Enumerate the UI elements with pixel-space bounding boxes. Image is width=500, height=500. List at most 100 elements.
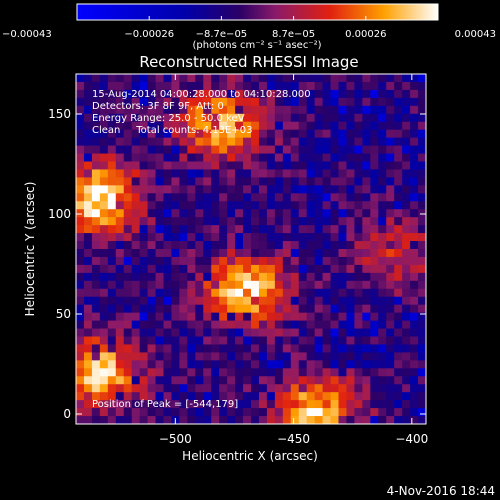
heatmap-cell	[394, 169, 403, 178]
heatmap-cell	[378, 177, 387, 186]
heatmap-cell	[402, 320, 411, 329]
heatmap-cell	[99, 233, 109, 242]
heatmap-cell	[402, 209, 411, 218]
heatmap-cell	[410, 272, 419, 282]
heatmap-cell	[402, 416, 411, 425]
heatmap-cell	[418, 312, 427, 321]
heatmap-cell	[179, 256, 188, 266]
heatmap-cell	[155, 416, 164, 425]
heatmap-cell	[314, 288, 323, 298]
heatmap-cell	[131, 89, 141, 99]
heatmap-cell	[290, 145, 300, 154]
heatmap-cell	[346, 336, 355, 345]
heatmap-cell	[147, 312, 156, 321]
heatmap-cell	[402, 328, 411, 337]
heatmap-cell	[171, 256, 180, 266]
heatmap-cell	[410, 169, 419, 178]
heatmap-cell	[139, 97, 148, 107]
heatmap-cell	[195, 193, 204, 202]
heatmap-cell	[402, 177, 411, 186]
heatmap-cell	[195, 320, 204, 329]
heatmap-cell	[306, 185, 316, 194]
heatmap-cell	[91, 89, 101, 99]
heatmap-cell	[179, 161, 188, 170]
heatmap-cell	[83, 296, 93, 306]
heatmap-cell	[266, 392, 276, 401]
heatmap-cell	[402, 264, 411, 274]
heatmap-cell	[227, 105, 236, 115]
heatmap-cell	[91, 288, 101, 298]
heatmap-cell	[227, 177, 236, 186]
heatmap-cell	[139, 129, 148, 139]
heatmap-cell	[378, 392, 387, 401]
heatmap-cell	[266, 336, 276, 345]
heatmap-cell	[386, 264, 395, 274]
heatmap-cell	[235, 241, 244, 250]
heatmap-cell	[338, 344, 347, 353]
heatmap-cell	[187, 129, 196, 139]
heatmap-cell	[251, 400, 260, 409]
heatmap-cell	[298, 352, 308, 361]
heatmap-cell	[139, 360, 148, 369]
heatmap-cell	[266, 233, 276, 242]
heatmap-cell	[219, 384, 228, 393]
heatmap-cell	[235, 153, 244, 162]
heatmap-cell	[139, 368, 148, 377]
heatmap-cell	[163, 241, 172, 250]
heatmap-cell	[123, 249, 133, 258]
heatmap-cell	[298, 368, 308, 377]
heatmap-cell	[282, 241, 292, 250]
heatmap-cell	[298, 129, 308, 139]
heatmap-cell	[235, 177, 244, 186]
heatmap-cell	[282, 408, 292, 417]
heatmap-cell	[91, 97, 101, 107]
heatmap-cell	[171, 209, 180, 218]
heatmap-cell	[131, 74, 141, 83]
heatmap-cell	[306, 153, 316, 162]
heatmap-cell	[107, 145, 117, 154]
heatmap-cell	[354, 97, 363, 107]
heatmap-cell	[171, 177, 180, 186]
heatmap-cell	[418, 400, 427, 409]
heatmap-cell	[243, 336, 252, 345]
heatmap-cell	[83, 161, 93, 170]
heatmap-cell	[370, 376, 379, 385]
heatmap-cell	[258, 304, 268, 314]
heatmap-cell	[163, 201, 172, 210]
heatmap-cell	[203, 145, 212, 154]
heatmap-cell	[282, 312, 292, 321]
heatmap-cell	[163, 352, 172, 361]
heatmap-cell	[187, 225, 196, 234]
heatmap-cell	[179, 217, 188, 226]
heatmap-cell	[91, 312, 101, 321]
heatmap-cell	[115, 304, 125, 314]
heatmap-cell	[314, 264, 323, 274]
heatmap-cell	[123, 384, 133, 393]
heatmap-cell	[306, 161, 316, 170]
heatmap-cell	[346, 193, 355, 202]
heatmap-cell	[402, 145, 411, 154]
heatmap-cell	[155, 280, 164, 290]
heatmap-cell	[171, 169, 180, 178]
heatmap-cell	[179, 304, 188, 314]
heatmap-cell	[99, 296, 109, 306]
heatmap-cell	[306, 264, 316, 274]
heatmap-cell	[171, 392, 180, 401]
heatmap-cell	[298, 360, 308, 369]
heatmap-cell	[338, 161, 347, 170]
heatmap-cell	[91, 344, 101, 353]
heatmap-cell	[402, 225, 411, 234]
heatmap-cell	[163, 280, 172, 290]
heatmap-cell	[306, 169, 316, 178]
heatmap-cell	[115, 121, 125, 131]
heatmap-cell	[171, 400, 180, 409]
plot-frame	[75, 73, 427, 425]
heatmap-cell	[76, 344, 85, 353]
heatmap-cell	[362, 169, 371, 178]
heatmap-cell	[91, 113, 101, 123]
heatmap-cell	[91, 105, 101, 115]
heatmap-cell	[378, 241, 387, 250]
heatmap-cell	[362, 74, 371, 83]
heatmap-cell	[274, 328, 284, 337]
heatmap-cell	[370, 304, 379, 314]
